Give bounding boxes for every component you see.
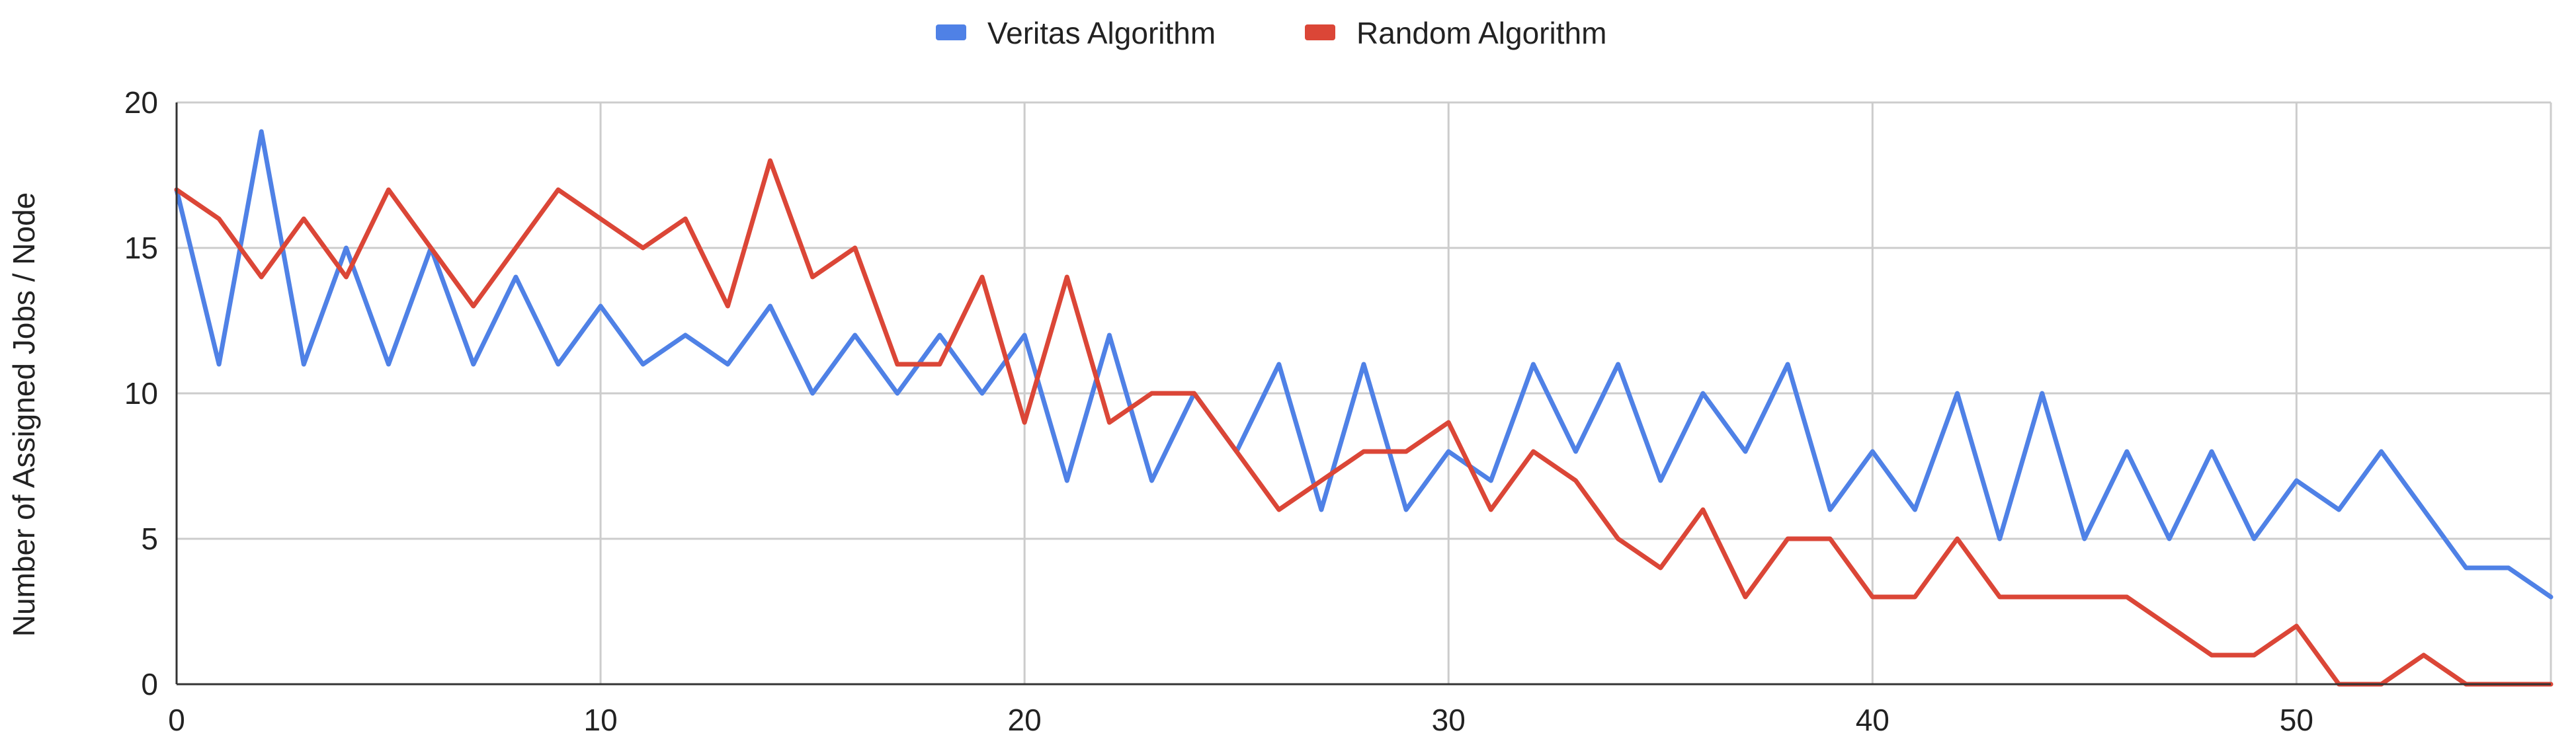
axis-layer: 0 5 10 15 20 0 10 20 30 40 50 (124, 85, 2551, 737)
x-tick-label: 20 (1008, 703, 1042, 737)
legend-label: Random Algorithm (1356, 16, 1606, 50)
legend-swatch (936, 24, 966, 40)
series-line-random (174, 158, 2554, 687)
y-tick-label: 15 (124, 231, 158, 265)
y-tick-label: 0 (141, 667, 158, 701)
y-tick-label: 10 (124, 376, 158, 411)
y-axis-title: Number of Assigned Jobs / Node (7, 192, 41, 637)
x-tick-label: 30 (1432, 703, 1466, 737)
legend-label: Veritas Algorithm (987, 16, 1216, 50)
x-tick-label: 0 (168, 703, 185, 737)
y-tick-label: 5 (141, 522, 158, 556)
x-tick-label: 40 (1856, 703, 1890, 737)
y-tick-label: 20 (124, 85, 158, 120)
legend: Veritas Algorithm Random Algorithm (936, 16, 1606, 50)
series-line-veritas (174, 129, 2554, 600)
series-layer (174, 129, 2554, 687)
legend-swatch (1305, 24, 1335, 40)
x-tick-label: 50 (2280, 703, 2313, 737)
x-tick-label: 10 (583, 703, 617, 737)
grid-layer (177, 101, 2552, 684)
